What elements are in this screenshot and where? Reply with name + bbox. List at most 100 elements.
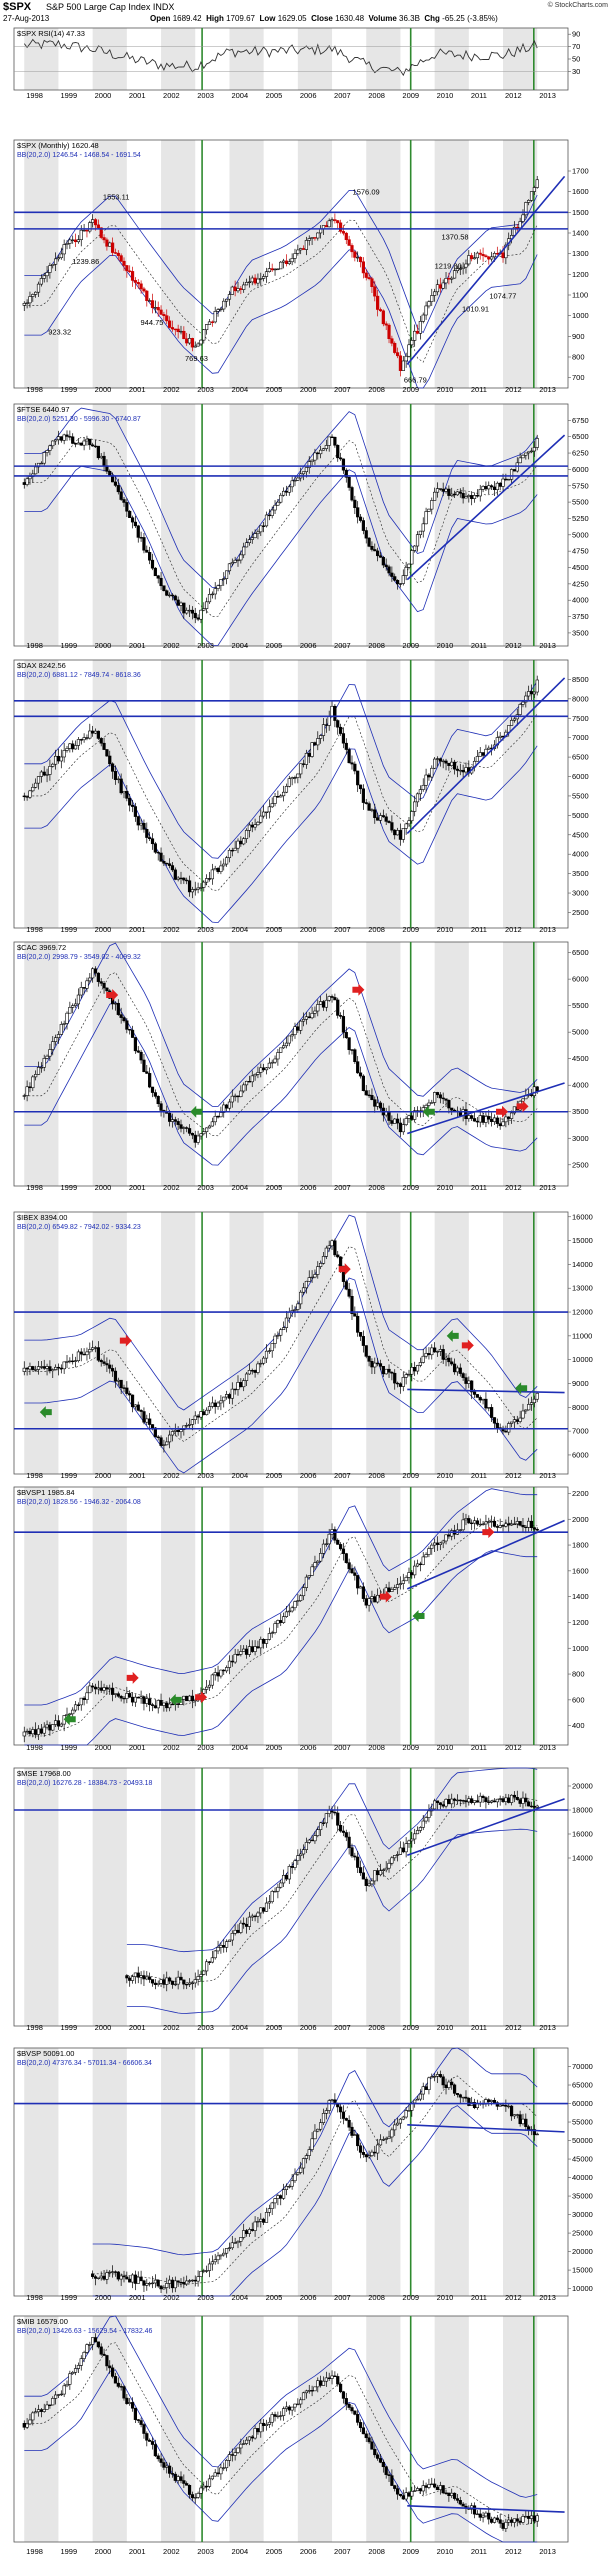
candle-body <box>65 243 69 245</box>
x-tick-label: 2004 <box>231 91 248 100</box>
candle-body <box>361 1586 365 1599</box>
candle-body <box>199 1974 203 1977</box>
buy-arrow-icon <box>515 1382 528 1395</box>
candle-body <box>415 534 420 547</box>
candle-body <box>461 1519 465 1531</box>
candle-body <box>509 720 514 726</box>
candle-body <box>111 763 115 772</box>
candle-body <box>296 2172 300 2175</box>
candle-body <box>390 2475 394 2486</box>
candle-body <box>367 2155 371 2158</box>
candle-body <box>475 2513 479 2516</box>
candle-body <box>464 263 468 268</box>
candle-body <box>358 784 363 790</box>
candle-body <box>176 328 180 332</box>
candle-body <box>139 283 143 290</box>
candle-body <box>378 1870 383 1876</box>
trendline <box>406 434 566 581</box>
candle-body <box>290 1607 294 1612</box>
y-tick-label: 4250 <box>572 579 589 588</box>
panel-frame <box>13 2047 569 2297</box>
candle-body <box>267 806 271 813</box>
candle-body <box>338 2383 343 2393</box>
candle-body <box>65 434 69 437</box>
candle-body <box>48 1049 52 1057</box>
candle-body <box>247 824 251 831</box>
candle-body <box>367 2437 371 2443</box>
candle-body <box>492 1800 497 1803</box>
candle-body <box>116 2382 120 2387</box>
candle-body <box>76 739 81 746</box>
candle-body <box>156 1096 160 1105</box>
candle-body <box>535 1392 539 1400</box>
year-band <box>92 2048 127 2296</box>
candle-body <box>441 1097 445 1100</box>
buy-arrow-icon <box>412 1610 425 1622</box>
x-tick-label: 2011 <box>471 1743 487 1752</box>
x-tick-label: 2013 <box>539 2023 556 2032</box>
panel-indicator: BB(20,2.0) 6549.82 - 7942.02 - 9334.23 <box>17 1224 141 1231</box>
candle-body <box>336 220 340 224</box>
year-band <box>503 942 538 1186</box>
candle-body <box>509 1523 514 1526</box>
candle-body <box>364 530 368 539</box>
candle-body <box>250 2436 254 2439</box>
candle-body <box>71 743 75 750</box>
candle-body <box>139 1975 143 1978</box>
symbol: $SPX <box>3 1 32 13</box>
x-tick-label: 2003 <box>197 925 214 934</box>
candle-body <box>316 2128 320 2132</box>
candle-body <box>128 270 132 272</box>
candle-body <box>116 1693 120 1697</box>
candle-body <box>236 840 240 849</box>
x-tick-label: 2011 <box>471 1471 487 1480</box>
candle-body <box>527 1404 531 1411</box>
candle-body <box>296 1600 300 1602</box>
candle-body <box>205 1127 209 1133</box>
candle-body <box>427 301 431 307</box>
candle-body <box>68 743 72 749</box>
candle-body <box>464 2096 468 2099</box>
candle-body <box>458 2094 462 2098</box>
candle-body <box>239 840 243 845</box>
x-axis: 1998 1999 2000 2001 2002 2003 2004 2005 2006 2007… <box>26 925 556 934</box>
x-tick-label: 2007 <box>334 2293 351 2302</box>
candle-body <box>142 537 146 551</box>
x-tick-label: 2006 <box>300 1743 317 1752</box>
y-tick-label: 400 <box>572 1721 585 1730</box>
candle-body <box>515 2114 519 2116</box>
candle-body <box>324 225 328 228</box>
panel-frame <box>13 941 569 1187</box>
candle-body <box>293 479 297 482</box>
candle-body <box>73 2368 78 2373</box>
candle-body <box>301 471 306 475</box>
y-tick-label: 5000 <box>572 1028 589 1037</box>
x-tick-label: 2006 <box>300 1471 317 1480</box>
candle-body <box>313 237 317 239</box>
candle-body <box>410 340 414 346</box>
candle-body <box>167 863 172 866</box>
year-band <box>434 942 469 1186</box>
candle-body <box>475 1800 479 1803</box>
candle-body <box>336 1254 340 1258</box>
trendline <box>407 2505 565 2513</box>
candle-body <box>435 488 440 493</box>
candle-body <box>433 1092 437 1103</box>
candle-body <box>216 868 220 872</box>
candle-body <box>464 767 468 773</box>
candle-body <box>96 730 100 739</box>
candle-body <box>307 238 311 241</box>
candle-body <box>296 2403 300 2406</box>
candle-body <box>310 459 314 462</box>
candle-body <box>364 2154 368 2158</box>
candle-body <box>210 1957 214 1963</box>
candle-body <box>444 1357 448 1360</box>
year-band <box>24 1487 59 1745</box>
candle-body <box>472 495 477 499</box>
candle-body <box>447 1534 451 1537</box>
candle-body <box>433 491 437 501</box>
candle-body <box>85 229 89 232</box>
candle-body <box>478 1397 482 1401</box>
candle-body <box>398 1122 403 1133</box>
